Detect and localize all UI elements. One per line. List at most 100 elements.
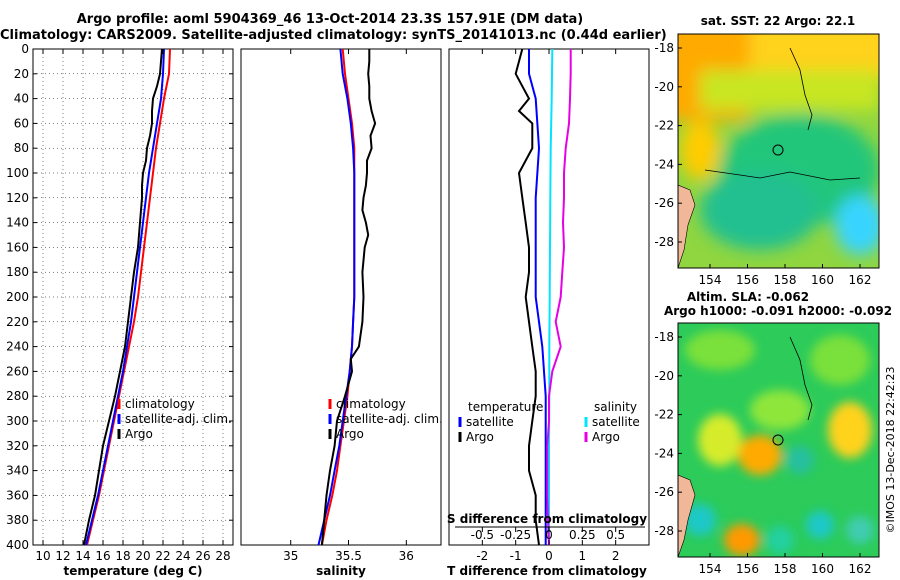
depth-tick-label: 120 bbox=[6, 191, 29, 205]
land-coast bbox=[678, 184, 696, 268]
salinity-legend-label: climatology bbox=[336, 397, 406, 411]
sla-map-title-2: Argo h1000: -0.091 h2000: -0.092 bbox=[664, 304, 892, 318]
bathymetry-contour bbox=[704, 169, 861, 181]
sla-map-lon-label: 158 bbox=[774, 562, 797, 576]
sst-map-lon-label: 154 bbox=[699, 273, 722, 287]
sla-map-lon-label: 160 bbox=[811, 562, 834, 576]
sla-map-lon-label: 154 bbox=[699, 562, 722, 576]
temperature-legend-label: Argo bbox=[125, 427, 153, 441]
sst-map-lon-label: 160 bbox=[811, 273, 834, 287]
difference-xticks: -2 -1 0 1 2 bbox=[476, 49, 619, 563]
temperature-xlabel: temperature (deg C) bbox=[64, 564, 203, 578]
sla-map-lat-label: -26 bbox=[654, 485, 674, 499]
temperature-line-satellite-adj-clim- bbox=[85, 49, 165, 545]
difference-series bbox=[514, 49, 572, 545]
difference-panel: -2 -1 0 1 2 -0.5 -0.25 0 0.25 0.5 S difference f… bbox=[447, 48, 650, 578]
depth-tick-label: 320 bbox=[6, 439, 29, 453]
difference-xtick-label: -1 bbox=[510, 549, 522, 563]
difference-legend-label: satellite bbox=[592, 415, 640, 429]
temperature-xtick-label: 24 bbox=[175, 549, 190, 563]
temperature-line-argo bbox=[83, 49, 163, 545]
sst-map-lon-label: 156 bbox=[736, 273, 759, 287]
depth-tick-label: 20 bbox=[14, 67, 29, 81]
sla-map-lat-label: -24 bbox=[654, 446, 674, 460]
s-difference-label: S difference from climatology bbox=[447, 512, 647, 526]
difference-top-tick-label: 0.25 bbox=[569, 528, 596, 542]
sst-map-lon-label: 158 bbox=[774, 273, 797, 287]
depth-tick-label: 60 bbox=[14, 116, 29, 130]
depth-tick-label: 0 bbox=[21, 42, 29, 56]
sst-field bbox=[678, 34, 879, 255]
salinity-panel: 35 35.5 36 salinity climatologysatellite-a… bbox=[240, 48, 443, 578]
salinity-xticks: 35 35.5 36 bbox=[283, 49, 414, 563]
difference-line-salinity-satellite bbox=[548, 49, 554, 545]
depth-tick-label: 160 bbox=[6, 240, 29, 254]
salinity-line-satellite-adj-clim- bbox=[317, 49, 356, 545]
sst-map-lat-label: -18 bbox=[654, 41, 674, 55]
depth-tick-label: 100 bbox=[6, 166, 29, 180]
depth-tick-label: 140 bbox=[6, 216, 29, 230]
temperature-xtick-label: 10 bbox=[35, 549, 50, 563]
title-line-1: Argo profile: aoml 5904369_46 13-Oct-201… bbox=[76, 12, 584, 27]
sst-map-lat-label: -22 bbox=[654, 119, 674, 133]
sst-map-lat-label: -28 bbox=[654, 235, 674, 249]
depth-tick-label: 260 bbox=[6, 364, 29, 378]
depth-tick-label: 380 bbox=[6, 513, 29, 527]
depth-tick-label: 400 bbox=[6, 538, 29, 552]
sla-map-lat-label: -22 bbox=[654, 408, 674, 422]
difference-line-temperature-argo bbox=[514, 49, 540, 545]
sla-map-lat-label: -20 bbox=[654, 369, 674, 383]
difference-top-tick-label: -0.5 bbox=[471, 528, 494, 542]
sst-map-lat-label: -20 bbox=[654, 80, 674, 94]
salinity-series bbox=[317, 49, 377, 545]
temperature-series bbox=[83, 49, 171, 545]
argo-position-marker-2 bbox=[772, 434, 784, 446]
salinity-xlabel: salinity bbox=[316, 564, 366, 578]
temperature-xtick-label: 22 bbox=[155, 549, 170, 563]
salinity-legend-label: Argo bbox=[336, 427, 364, 441]
title-line-2: Climatology: CARS2009. Satellite-adjuste… bbox=[0, 28, 667, 43]
sst-map: sat. SST: 22 Argo: 22.1 -18-20-22-24-26-… bbox=[654, 14, 880, 287]
depth-tick-label: 40 bbox=[14, 92, 29, 106]
temperature-xtick-label: 16 bbox=[95, 549, 110, 563]
depth-tick-label: 340 bbox=[6, 464, 29, 478]
depth-tick-label: 300 bbox=[6, 414, 29, 428]
temperature-xtick-label: 18 bbox=[115, 549, 130, 563]
difference-legend-label: Argo bbox=[592, 430, 620, 444]
temperature-legend-label: climatology bbox=[125, 397, 195, 411]
temperature-legend-label: satellite-adj. clim. bbox=[125, 412, 232, 426]
sst-map-lat-label: -24 bbox=[654, 157, 674, 171]
difference-top-xticks: -0.5 -0.25 0 0.25 0.5 bbox=[455, 526, 645, 542]
temperature-xtick-label: 26 bbox=[195, 549, 210, 563]
sla-map: Altim. SLA: -0.062 Argo h1000: -0.091 h2… bbox=[654, 290, 892, 576]
difference-xtick-label: 1 bbox=[579, 549, 587, 563]
difference-xtick-label: 2 bbox=[612, 549, 620, 563]
difference-top-tick-label: 0 bbox=[545, 528, 553, 542]
reef-contour bbox=[789, 47, 813, 131]
difference-legend: temperaturesatelliteArgosalinitysatellit… bbox=[458, 400, 640, 444]
sst-map-lat-label: -26 bbox=[654, 196, 674, 210]
sla-field bbox=[684, 330, 874, 556]
depth-tick-label: 200 bbox=[6, 290, 29, 304]
difference-legend-label: satellite bbox=[466, 415, 514, 429]
difference-xtick-label: 0 bbox=[545, 549, 553, 563]
depth-tick-label: 360 bbox=[6, 488, 29, 502]
sst-map-ticks: -18 -20 -22 -24 -26 -28 154 156 158 160 162 bbox=[654, 41, 871, 287]
sla-map-lon-label: 162 bbox=[849, 562, 872, 576]
sla-map-frame bbox=[677, 322, 880, 558]
depth-tick-label: 240 bbox=[6, 340, 29, 354]
sla-map-lon-label: 156 bbox=[736, 562, 759, 576]
sst-map-lon-label: 162 bbox=[849, 273, 872, 287]
depth-tick-label: 280 bbox=[6, 389, 29, 403]
salinity-xtick-label: 36 bbox=[399, 549, 414, 563]
depth-tick-label: 220 bbox=[6, 315, 29, 329]
difference-xtick-label: -2 bbox=[476, 549, 488, 563]
sla-map-lat-label: -18 bbox=[654, 330, 674, 344]
difference-legend-title: salinity bbox=[594, 400, 637, 414]
depth-tick-label: 180 bbox=[6, 265, 29, 279]
land-coast-2 bbox=[678, 474, 696, 557]
temperature-xtick-label: 12 bbox=[55, 549, 70, 563]
difference-legend-title: temperature bbox=[468, 400, 543, 414]
